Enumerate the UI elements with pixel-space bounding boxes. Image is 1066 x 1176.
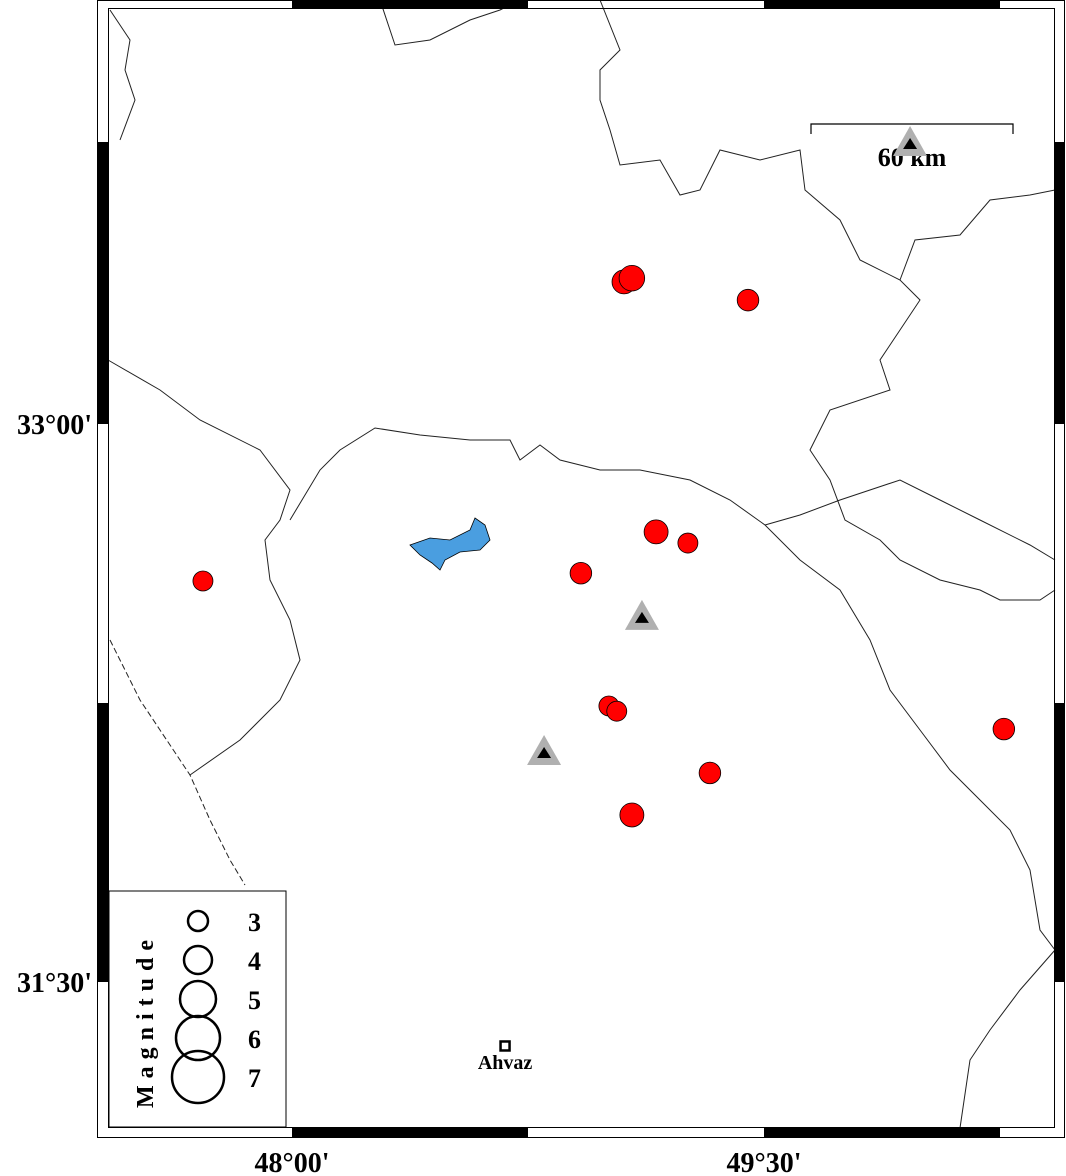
earthquake-event [192, 570, 214, 592]
map-frame [97, 0, 1065, 1138]
stations-layer [527, 126, 928, 765]
legend-label: 4 [248, 947, 261, 976]
legend-circle [170, 1049, 226, 1105]
earthquake-event [736, 288, 760, 312]
earthquake-event [643, 519, 669, 545]
river-line [289, 427, 1056, 951]
seismic-station-icon [893, 126, 928, 156]
earthquake-event [698, 761, 722, 785]
legend-circle [182, 944, 214, 976]
lon-tick-label: 49°30' [727, 1148, 802, 1176]
river-line [764, 479, 1056, 561]
border-line [107, 359, 301, 776]
legend-label: 7 [248, 1064, 261, 1093]
lat-tick-label: 33°00' [17, 410, 92, 441]
border-line [109, 9, 136, 141]
lat-tick-label: 31°30' [17, 968, 92, 999]
boundaries [107, 0, 1056, 1129]
border-line [599, 0, 1056, 601]
river-line [959, 949, 1056, 1129]
earthquake-event [619, 802, 645, 828]
lake [409, 517, 491, 571]
city-marker-icon [499, 1040, 511, 1052]
earthquake-event [569, 561, 593, 585]
legend-label: 6 [248, 1025, 261, 1054]
legend-circle [186, 909, 210, 933]
legend-label: 3 [248, 908, 261, 937]
lon-tick-label: 48°00' [255, 1148, 330, 1176]
magnitude-legend: Magnitude 3 4 5 6 7 [108, 890, 287, 1128]
scale-bar [810, 123, 1014, 134]
earthquake-event [992, 717, 1016, 741]
city-layer: Ahvaz [478, 1040, 533, 1074]
city-label: Ahvaz [478, 1052, 533, 1074]
earthquake-event [618, 264, 646, 292]
events-layer [192, 264, 1016, 828]
legend-title: Magnitude [133, 933, 159, 1108]
border-line [899, 189, 1056, 281]
legend-circle [174, 1014, 222, 1062]
legend-label: 5 [248, 986, 261, 1015]
seismic-station-icon [624, 599, 659, 630]
border-line [109, 639, 246, 886]
earthquake-event [606, 700, 628, 722]
earthquake-event [677, 532, 699, 554]
seismic-station-icon [527, 734, 562, 765]
